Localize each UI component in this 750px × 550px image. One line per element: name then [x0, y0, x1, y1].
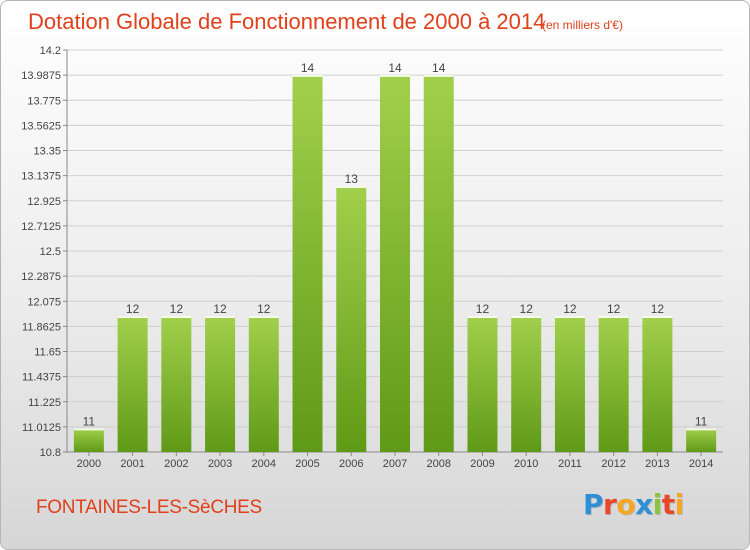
data-label-2014: 11	[695, 414, 708, 428]
bar-2004	[248, 316, 279, 452]
data-label-2001: 12	[126, 302, 140, 316]
x-tick-label-2007: 2007	[383, 458, 407, 470]
commune-name: FONTAINES-LES-SèCHES	[36, 497, 262, 518]
y-tick-labels: 10.8 11.0125 11.225 11.4375 11.65 11.8625 12.0…	[21, 45, 61, 459]
logo-letter: o	[616, 488, 636, 521]
x-tick-label-2014: 2014	[689, 458, 713, 470]
x-tick-label-2002: 2002	[164, 458, 188, 470]
bar-2003	[205, 316, 236, 452]
chart-title: Dotation Globale de Fonctionnement de 20…	[28, 9, 546, 34]
logo-letter: x	[635, 488, 653, 521]
data-labels: 11 12 12 12 12 14 13 14 14 12 12 12 12 12 11	[83, 61, 708, 429]
x-tick-label-2011: 2011	[558, 458, 582, 470]
bar-top-highlight	[511, 316, 542, 319]
data-label-2009: 12	[476, 302, 490, 316]
x-tick-label-2004: 2004	[252, 458, 276, 470]
x-tick-label-2009: 2009	[470, 458, 494, 470]
y-tick-label: 11.225	[28, 397, 61, 409]
data-label-2013: 12	[651, 302, 665, 316]
y-tick-label: 12.7125	[21, 221, 61, 233]
bar-2002	[161, 316, 192, 452]
logo-letter: P	[583, 488, 604, 521]
bar-2007	[380, 74, 410, 453]
y-tick-label: 13.9875	[21, 70, 61, 82]
bar-2011	[554, 316, 585, 452]
bar-top-highlight	[642, 316, 673, 319]
x-tick-label-2013: 2013	[645, 458, 669, 470]
bar-top-highlight	[554, 316, 585, 319]
unit-note: (en milliers d'€)	[542, 18, 623, 32]
y-tick-label: 13.1375	[21, 171, 61, 183]
x-tick-label-2006: 2006	[339, 458, 363, 470]
data-label-2007: 14	[388, 61, 402, 75]
y-tick-label: 12.075	[27, 296, 61, 308]
bar-top-highlight	[292, 74, 323, 77]
logo-letter: i	[674, 488, 685, 521]
data-label-2004: 12	[257, 302, 271, 316]
data-label-2000: 11	[83, 414, 96, 428]
bar-2009	[467, 316, 498, 452]
data-label-2012: 12	[607, 302, 621, 316]
bar-top-highlight	[467, 316, 498, 319]
bar-top-highlight	[686, 428, 717, 431]
data-label-2011: 12	[563, 302, 577, 316]
data-label-2003: 12	[213, 302, 227, 316]
bar-top-highlight	[423, 74, 454, 77]
bar-2013	[642, 316, 673, 452]
x-tick-labels: 2000 2001 2002 2003 2004 2005 2006 2007 2008 2009…	[77, 458, 714, 470]
x-tick-label-2001: 2001	[120, 458, 144, 470]
bar-top-highlight	[248, 316, 279, 319]
data-label-2008: 14	[432, 61, 446, 75]
bar-top-highlight	[205, 316, 236, 319]
y-tick-label: 11.8625	[22, 321, 61, 333]
x-tick-label-2012: 2012	[601, 458, 625, 470]
data-label-2010: 12	[520, 302, 534, 316]
proxiti-logo: Proxiti	[583, 488, 684, 521]
bar-top-highlight	[161, 316, 192, 319]
x-tick-label-2010: 2010	[514, 458, 538, 470]
y-tick-label: 13.5625	[21, 120, 61, 132]
x-tick-label-2005: 2005	[295, 458, 319, 470]
y-tick-label: 11.4375	[22, 372, 61, 384]
x-tick-label-2000: 2000	[77, 458, 101, 470]
logo-letter: t	[661, 488, 675, 521]
y-tick-label: 14.2	[40, 45, 61, 57]
data-label-2006: 13	[345, 172, 359, 186]
data-label-2005: 14	[301, 61, 315, 75]
bar-2012	[598, 316, 629, 452]
bar-2010	[511, 316, 542, 452]
logo-letter: r	[603, 488, 617, 521]
data-label-2002: 12	[170, 302, 184, 316]
y-tick-label: 13.35	[33, 146, 61, 158]
bar-2001	[117, 316, 148, 452]
bar-2006	[336, 185, 367, 452]
bar-top-highlight	[380, 74, 410, 77]
bar-top-highlight	[336, 185, 367, 188]
y-tick-label: 11.65	[34, 347, 61, 359]
bar-top-highlight	[73, 428, 104, 431]
y-tick-label: 12.2875	[21, 271, 61, 283]
y-tick-label: 11.0125	[22, 422, 61, 434]
bar-2014	[686, 428, 717, 452]
bars	[73, 74, 717, 453]
x-tick-label-2003: 2003	[208, 458, 232, 470]
bar-2005	[292, 74, 323, 453]
y-tick-label: 12.925	[27, 196, 61, 208]
bar-top-highlight	[598, 316, 629, 319]
bar-2000	[73, 428, 104, 452]
y-tick-label: 13.775	[27, 95, 61, 107]
bar-top-highlight	[117, 316, 148, 319]
logo-letter: i	[652, 488, 663, 521]
y-tick-label: 10.8	[40, 447, 61, 459]
bar-2008	[423, 74, 454, 453]
y-tick-label: 12.5	[40, 246, 61, 258]
x-tick-label-2008: 2008	[426, 458, 450, 470]
